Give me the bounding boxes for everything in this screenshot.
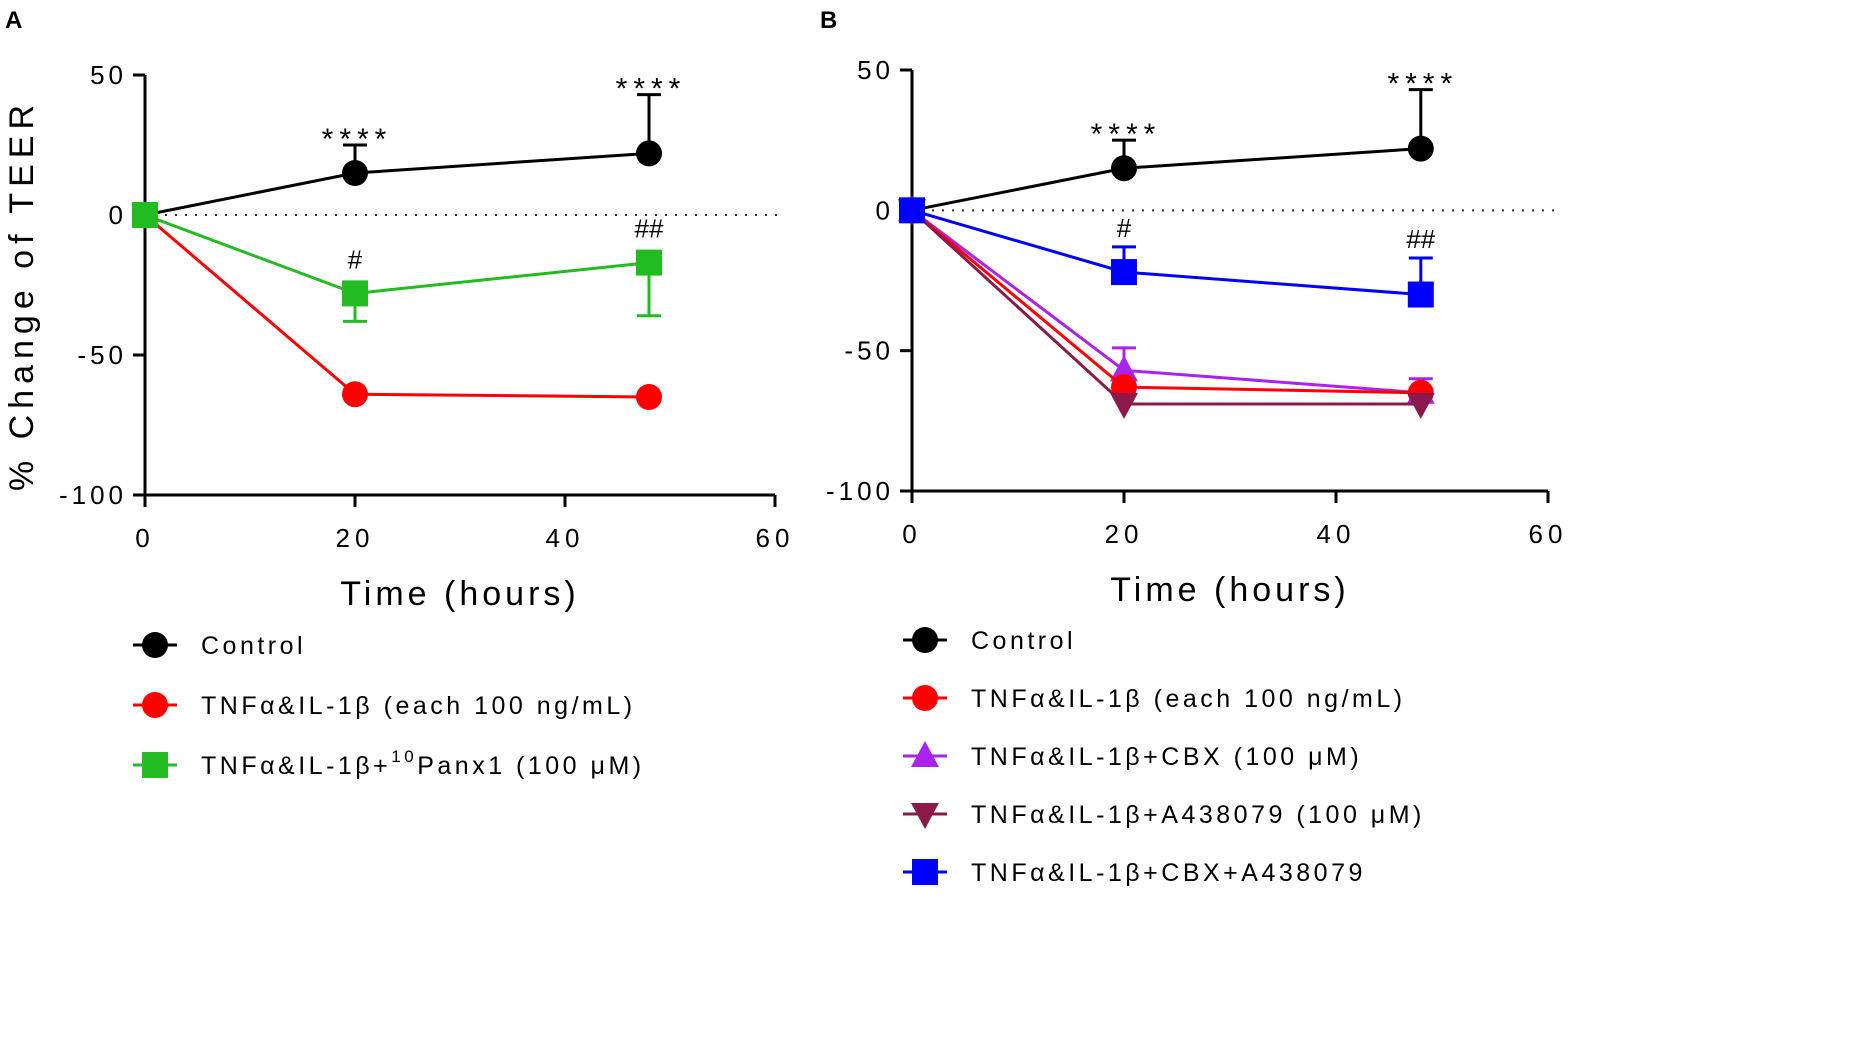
legend-item: TNFα&IL-1β (each 100 ng/mL): [133, 692, 636, 720]
panel-label-b: B: [820, 7, 837, 34]
legend-item: Control: [903, 627, 1076, 655]
data-point: [132, 202, 158, 228]
data-point: [1111, 155, 1137, 182]
data-point: [1406, 392, 1435, 419]
legend-label: TNFα&IL-1β+CBX (100 μM): [971, 743, 1362, 771]
y-tick-label: 50: [857, 55, 894, 85]
x-tick-label: 20: [1105, 519, 1144, 549]
x-tick-label: 20: [336, 523, 375, 553]
legend-marker: [912, 859, 938, 885]
data-point: [636, 140, 662, 167]
x-tick-label: 60: [1529, 519, 1568, 549]
x-tick-label: 40: [546, 523, 585, 553]
legend-label: TNFα&IL-1β+A438079 (100 μM): [971, 801, 1425, 829]
series-control: **** ****: [132, 73, 687, 228]
data-point: [1110, 392, 1138, 419]
x-tick-label: 0: [902, 519, 921, 549]
legend-label: Control: [201, 632, 306, 660]
data-point: [342, 381, 368, 408]
data-point: [899, 197, 925, 224]
legend-label: TNFα&IL-1β+10Panx1 (100 μM): [201, 747, 645, 780]
legend-marker: [912, 685, 938, 711]
legend-item: TNFα&IL-1β (each 100 ng/mL): [903, 685, 1406, 713]
data-point: [1407, 135, 1434, 162]
x-axis-title: Time (hours): [1110, 571, 1349, 609]
series-line: [911, 147, 1421, 212]
legend-item: TNFα&IL-1β+CBX+A438079: [903, 859, 1366, 887]
data-point: [1111, 259, 1137, 286]
legend-item: TNFα&IL-1β+10Panx1 (100 μM): [133, 747, 645, 780]
legend-label: Control: [971, 627, 1076, 655]
data-point: [342, 280, 368, 307]
legend-marker: [142, 692, 168, 718]
legend-label-part: Panx1 (100 μM): [417, 752, 644, 780]
series-cbx_a438079: # ##: [899, 197, 1436, 308]
y-tick-label: -50: [844, 336, 894, 366]
legend-marker: [911, 741, 939, 767]
significance-annotation: #: [1117, 213, 1132, 243]
series-line: [911, 209, 1421, 395]
legend-label: TNFα&IL-1β+CBX+A438079: [971, 859, 1366, 887]
x-tick-label: 0: [135, 523, 154, 553]
series-a438079: [898, 199, 1435, 419]
significance-annotation: ****: [616, 73, 687, 106]
legend-item: Control: [133, 632, 306, 660]
significance-annotation: ##: [635, 214, 664, 244]
x-tick-label: 60: [756, 523, 795, 553]
series-line: [144, 213, 650, 295]
data-point: [342, 160, 368, 186]
data-point: [1407, 281, 1434, 308]
y-tick-label: 50: [90, 60, 127, 90]
x-axis-title: Time (hours): [340, 575, 579, 613]
legend-marker: [142, 752, 168, 778]
legend-item: TNFα&IL-1β+A438079 (100 μM): [903, 801, 1425, 829]
x-tick-label: 40: [1317, 519, 1356, 549]
significance-annotation: ****: [1387, 68, 1458, 101]
data-point: [636, 249, 662, 276]
y-tick-label: -100: [59, 480, 127, 510]
significance-annotation: ****: [322, 123, 393, 156]
series-cbx: [898, 195, 1435, 404]
legend-label-superscript: 10: [391, 747, 417, 766]
series-line: [911, 209, 1421, 395]
y-tick-label: -50: [77, 340, 127, 370]
y-axis-title: % Change of TEER: [3, 99, 41, 491]
y-tick-label: 0: [109, 200, 127, 230]
legend-marker: [912, 627, 938, 653]
series-control: **** ****: [899, 68, 1458, 224]
data-point: [636, 384, 662, 410]
legend-marker: [142, 632, 168, 658]
legend-marker: [911, 803, 939, 829]
significance-annotation: ****: [1091, 118, 1162, 151]
series-line: [144, 151, 650, 217]
legend-label: TNFα&IL-1β (each 100 ng/mL): [971, 685, 1406, 713]
significance-annotation: #: [348, 244, 363, 274]
panel-label-a: A: [5, 7, 22, 34]
significance-annotation: ##: [1406, 224, 1435, 254]
legend-label-part: TNFα&IL-1β+: [201, 752, 391, 780]
y-tick-label: -100: [826, 476, 894, 506]
series-panx1: ###: [132, 202, 664, 323]
series-tnfa_il1b: [132, 202, 662, 410]
panel-a: A 50 0 -50 -100 0 20 40 60 Time (hours) % Change o…: [3, 7, 795, 780]
data-point: [1110, 355, 1138, 382]
legend-label: TNFα&IL-1β (each 100 ng/mL): [201, 692, 636, 720]
legend-item: TNFα&IL-1β+CBX (100 μM): [903, 741, 1362, 771]
y-tick-label: 0: [876, 195, 894, 225]
